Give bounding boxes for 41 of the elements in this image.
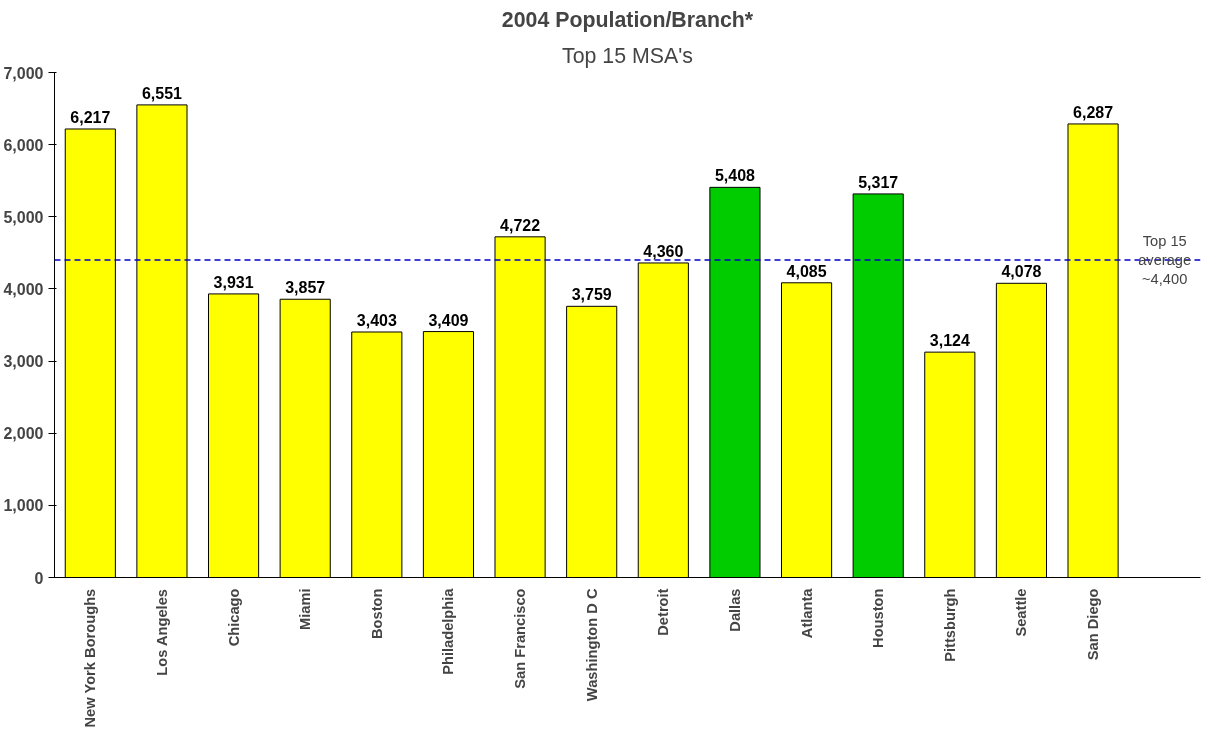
data-label: 4,085 xyxy=(786,262,827,280)
x-tick-label: Seattle xyxy=(1013,588,1030,637)
x-tick-label: Houston xyxy=(870,588,887,648)
y-tick-label: 7,000 xyxy=(3,64,44,82)
data-label: 3,759 xyxy=(571,286,612,304)
x-tick-label: Pittsburgh xyxy=(941,588,958,662)
x-tick-label: Dallas xyxy=(726,588,743,632)
y-tick-label: 0 xyxy=(34,569,44,587)
x-tick-label: San Diego xyxy=(1085,588,1102,661)
data-label: 6,551 xyxy=(141,84,183,102)
x-tick-label: Los Angeles xyxy=(153,589,170,676)
data-label: 4,360 xyxy=(643,242,684,260)
x-tick-label: San Francisco xyxy=(512,588,529,689)
data-label: 6,217 xyxy=(70,108,111,126)
x-tick-label: New York Boroughs xyxy=(82,588,99,728)
x-tick-label: Atlanta xyxy=(798,587,815,639)
y-tick-label: 3,000 xyxy=(3,353,44,371)
data-label: 4,078 xyxy=(1001,263,1042,281)
y-tick-label: 5,000 xyxy=(3,208,44,226)
data-label: 3,409 xyxy=(428,311,469,329)
chart-subtitle: Top 15 MSA's xyxy=(562,43,693,68)
y-tick-label: 6,000 xyxy=(3,136,44,154)
data-label: 3,124 xyxy=(929,332,970,350)
y-tick-label: 2,000 xyxy=(3,425,44,443)
x-tick-label: Boston xyxy=(368,588,385,639)
data-label: 3,857 xyxy=(285,279,326,297)
x-tick-label: Detroit xyxy=(655,588,672,636)
y-tick-label: 1,000 xyxy=(3,497,44,515)
data-label: 3,931 xyxy=(213,273,254,291)
data-label: 3,403 xyxy=(356,312,397,329)
data-label: 6,287 xyxy=(1073,103,1114,121)
data-label: 4,722 xyxy=(500,216,541,234)
data-label: 5,317 xyxy=(858,173,899,191)
data-label: 5,408 xyxy=(714,167,756,185)
x-tick-label: Philadelphia xyxy=(440,587,457,675)
x-tick-label: Chicago xyxy=(225,588,242,647)
chart-title: 2004 Population/Branch* xyxy=(501,7,754,32)
y-tick-label: 4,000 xyxy=(3,280,44,298)
ref-line-label: Top 15 average ~4,400 xyxy=(1138,232,1192,288)
x-tick-label: Miami xyxy=(297,588,314,631)
x-tick-label: Washington D C xyxy=(583,588,600,702)
